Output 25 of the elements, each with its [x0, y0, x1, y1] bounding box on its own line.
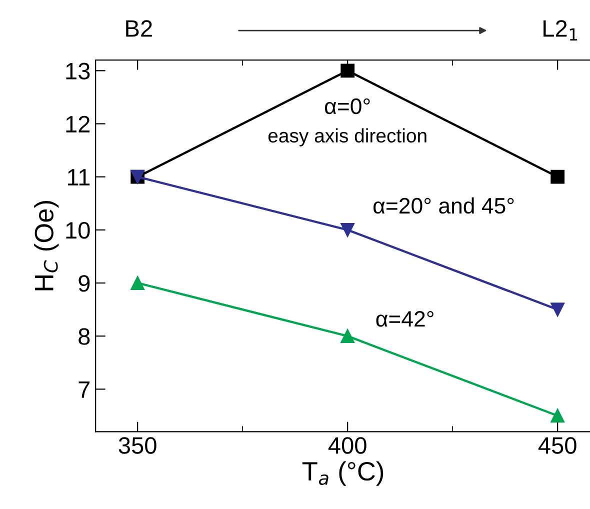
- x-axis-title: T$_{a}$ (°C): [302, 461, 384, 486]
- point: [340, 64, 355, 78]
- series-label: α=20° and 45°: [374, 197, 514, 214]
- text: B2: [126, 20, 152, 37]
- y-tick-label: 7: [78, 381, 90, 398]
- series-label: α=0°: [324, 98, 370, 114]
- point: [550, 302, 565, 316]
- point: [550, 408, 565, 423]
- point: [130, 276, 145, 290]
- y-tick-label: 11: [68, 169, 90, 186]
- x-tick-label: 450: [538, 437, 576, 454]
- point: [340, 222, 355, 237]
- y-tick-label: 8: [78, 328, 90, 345]
- y-tick-label: 9: [78, 275, 90, 292]
- y-tick-label: 10: [66, 222, 90, 239]
- annotation: easy axis direction: [268, 128, 426, 146]
- y-tick-label: 12: [66, 116, 90, 132]
- x-tick-label: 350: [118, 437, 156, 454]
- text: L2$_{1}$: [544, 20, 578, 40]
- point: [340, 329, 355, 344]
- y-tick-label: 13: [66, 62, 90, 80]
- series-label: α=42°: [376, 311, 434, 327]
- y-axis-title: H$_{C}$ (Oe): [34, 201, 59, 290]
- point: [550, 170, 565, 184]
- x-tick-label: 400: [328, 437, 366, 454]
